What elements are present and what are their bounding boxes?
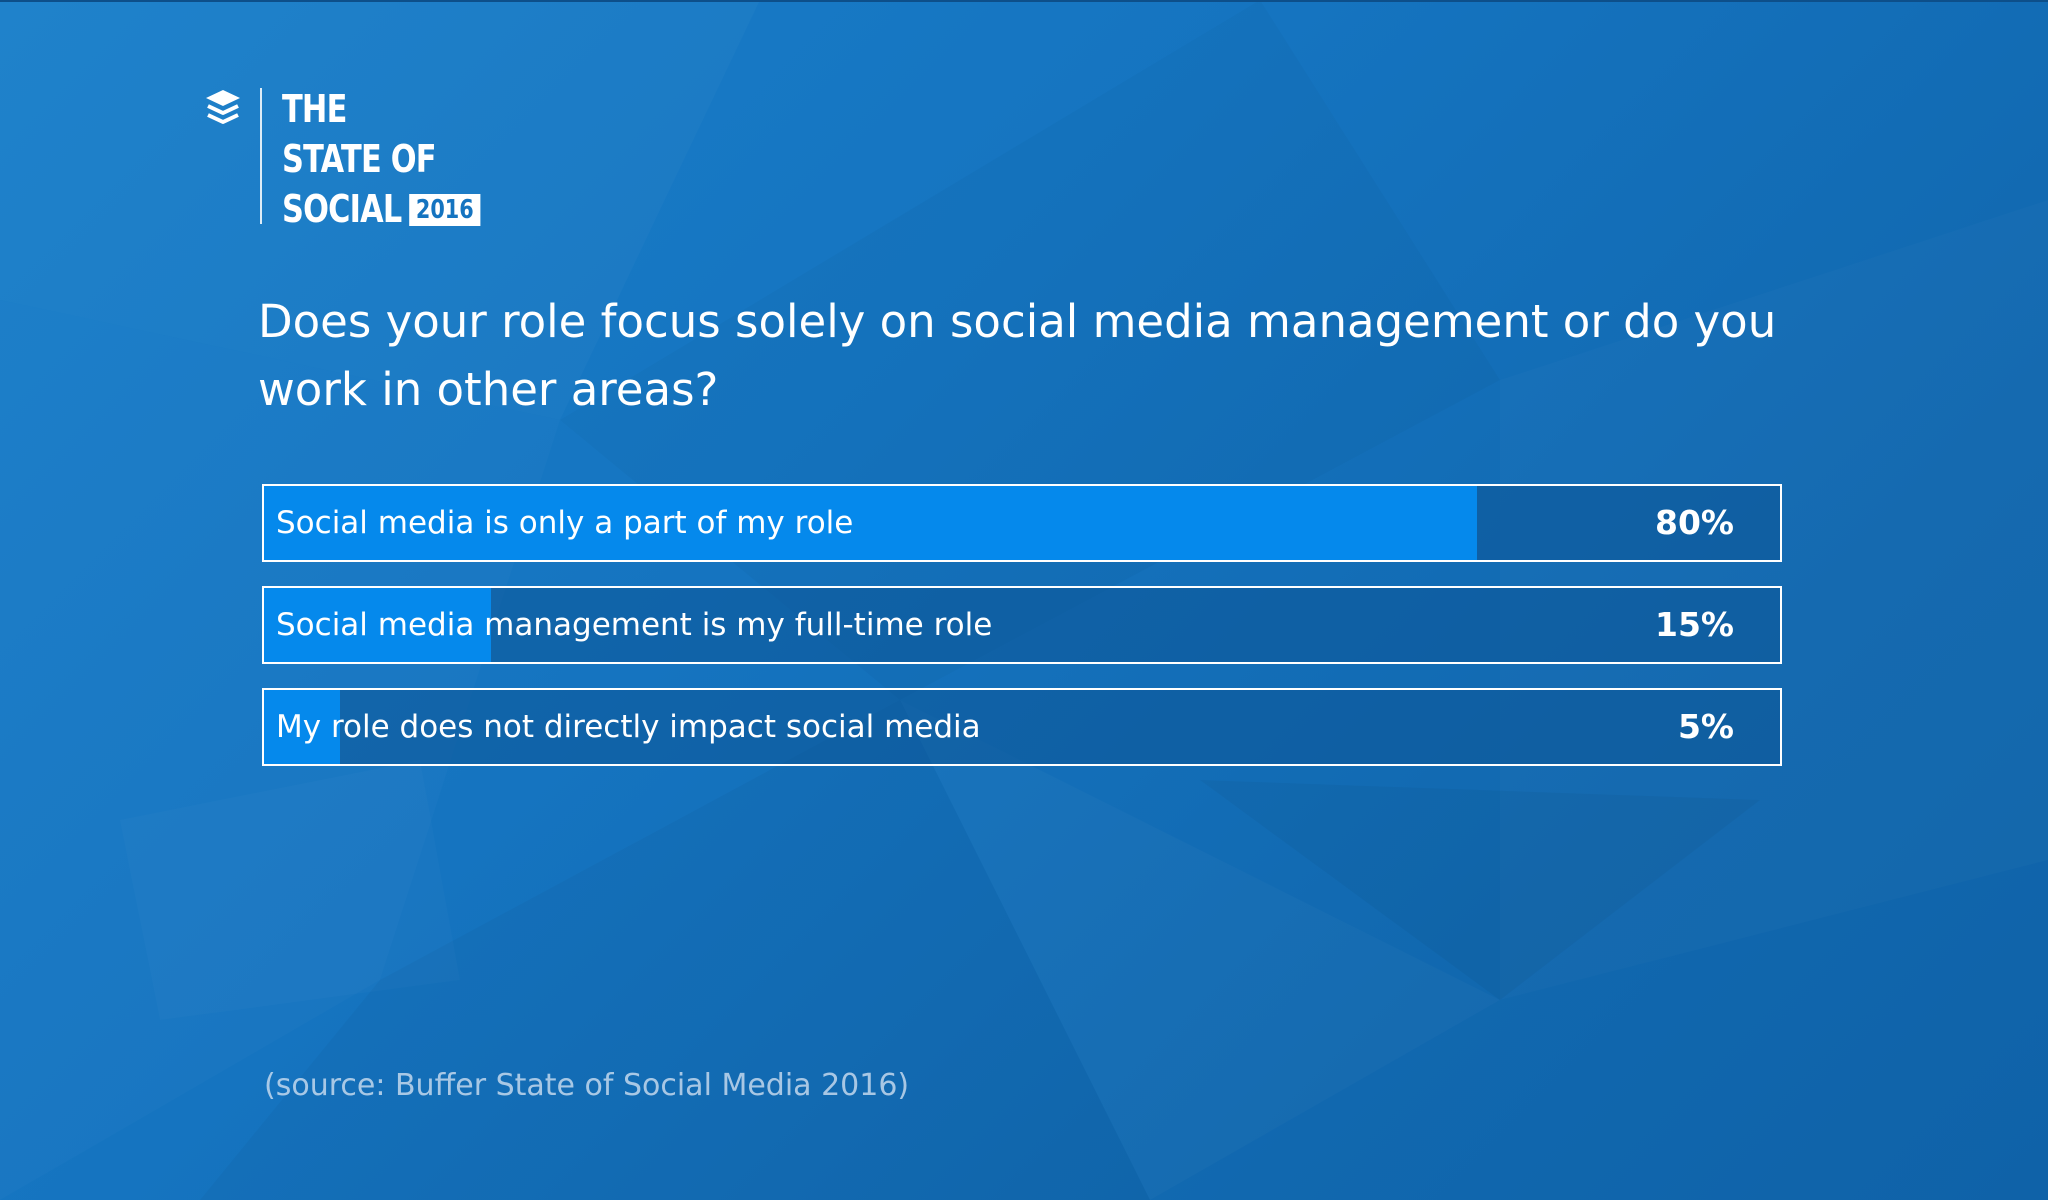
top-border [0,0,2048,2]
bar-label: Social media is only a part of my role [276,505,854,541]
logo-line-1: THE [282,87,347,131]
bar-label: Social media management is my full-time … [276,607,993,643]
logo-line-3: SOCIAL 2016 [282,184,481,234]
bar-value-label: 80% [1655,503,1734,542]
source-note: (source: Buffer State of Social Media 20… [264,1068,910,1103]
logo-line-2: STATE OF [282,137,437,181]
logo-year-badge: 2016 [409,194,481,226]
bar-fill [264,486,1477,560]
report-logo: THE STATE OF SOCIAL 2016 [282,84,481,234]
logo-divider [260,88,262,224]
bar-fill [264,690,340,764]
bar-row: Social media is only a part of my role 80… [262,484,1782,562]
bar-row: My role does not directly impact social … [262,688,1782,766]
bar-value-label: 5% [1677,707,1734,746]
bar-row: Social media management is my full-time … [262,586,1782,664]
logo-line-3-text: SOCIAL [282,187,402,231]
bar-label: My role does not directly impact social … [276,709,981,745]
bar-fill [264,588,491,662]
bar-value-label: 15% [1655,605,1734,644]
buffer-stack-icon [206,90,240,124]
chart-title: Does your role focus solely on social me… [258,295,1777,416]
